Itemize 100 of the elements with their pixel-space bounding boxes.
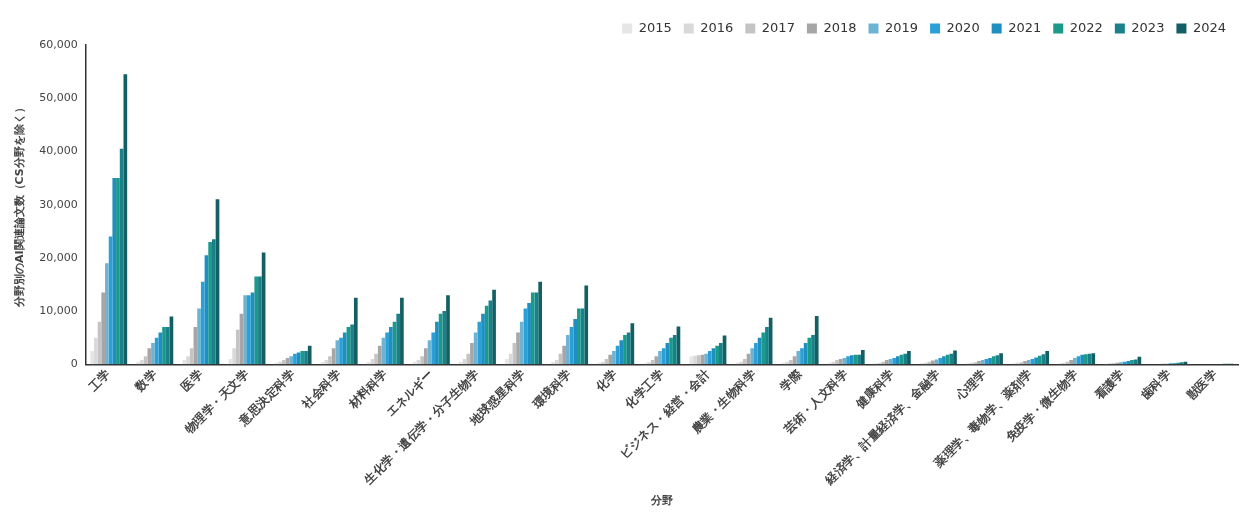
bar	[942, 356, 946, 365]
bar	[101, 292, 106, 365]
legend-label: 2022	[1069, 19, 1103, 35]
bar	[470, 343, 474, 365]
bar	[750, 348, 755, 365]
bar	[984, 358, 989, 365]
bar	[400, 297, 404, 365]
y-tick-label: 20,000	[39, 250, 78, 264]
bar	[307, 345, 312, 365]
x-tick-label: 歯科学	[1137, 366, 1174, 403]
legend-label: 2023	[1131, 19, 1165, 35]
bar	[1034, 357, 1038, 365]
legend-label: 2019	[885, 19, 919, 35]
bar	[1037, 355, 1042, 365]
bar	[999, 353, 1003, 365]
bar	[505, 358, 509, 365]
legend-label: 2021	[1008, 19, 1042, 35]
bar	[661, 348, 666, 365]
bar	[623, 335, 627, 365]
y-axis-title: 分野別のAI関連論文数（CS分野を除く）	[13, 102, 27, 309]
bar	[538, 281, 542, 365]
bar	[1026, 360, 1031, 365]
bar	[442, 311, 447, 365]
bar	[903, 353, 908, 365]
bar	[892, 357, 896, 365]
x-tick-label: 学際	[777, 366, 806, 394]
bar	[696, 355, 701, 365]
bar	[90, 351, 94, 365]
bar	[707, 351, 712, 365]
bar	[1179, 362, 1184, 365]
bar	[140, 360, 144, 365]
legend-label: 2020	[946, 19, 980, 35]
legend-label: 2018	[823, 19, 857, 35]
bar	[1130, 360, 1134, 365]
x-tick-label: 化学	[592, 366, 621, 395]
bar	[424, 348, 428, 365]
bar	[508, 353, 513, 365]
bar	[977, 361, 981, 365]
bar	[577, 308, 581, 365]
bar	[693, 355, 697, 365]
bar	[331, 348, 336, 365]
bar	[197, 308, 201, 365]
y-tick-label: 30,000	[39, 197, 78, 211]
x-tick-label: 獣医学	[1183, 366, 1220, 403]
bar	[189, 348, 194, 365]
bar	[988, 357, 992, 365]
bar	[554, 360, 559, 365]
bar	[165, 327, 170, 365]
bar	[182, 360, 187, 365]
bar	[342, 332, 347, 365]
bar	[949, 353, 954, 365]
bar	[654, 356, 659, 365]
bar	[243, 295, 248, 365]
bar	[565, 335, 570, 365]
bar	[742, 358, 747, 365]
bar	[849, 355, 854, 365]
x-tick-label: 心理学	[952, 366, 989, 403]
bar	[300, 351, 305, 365]
bar	[519, 321, 524, 365]
bar	[304, 351, 308, 365]
bar	[761, 332, 766, 365]
bar	[350, 324, 354, 365]
bar	[396, 313, 401, 365]
bar	[1084, 354, 1088, 365]
bar	[647, 362, 651, 365]
x-tick-label: 医学	[178, 366, 206, 394]
x-tick-label: 社会科学	[298, 366, 344, 412]
bar	[811, 335, 815, 365]
bar	[612, 351, 616, 365]
bar	[154, 337, 159, 365]
bar	[235, 329, 240, 365]
bar	[147, 348, 152, 365]
bar	[672, 335, 677, 365]
bar	[991, 356, 996, 365]
bar	[814, 315, 819, 365]
bar	[420, 356, 425, 365]
bar	[435, 321, 439, 365]
bar	[105, 263, 109, 365]
bar	[619, 340, 624, 365]
x-tick-label: 看護学	[1091, 366, 1128, 403]
bar	[385, 332, 389, 365]
bar	[1072, 357, 1077, 365]
bar	[208, 241, 212, 365]
bar	[1045, 351, 1050, 365]
bar	[211, 239, 216, 365]
bar	[1119, 362, 1123, 365]
bar	[715, 345, 719, 365]
bar	[232, 348, 236, 365]
bar	[1080, 354, 1085, 365]
bar	[431, 332, 436, 365]
bar	[658, 351, 662, 365]
bar	[938, 357, 943, 365]
bar	[258, 276, 262, 365]
bar	[162, 327, 166, 365]
bar	[800, 348, 804, 365]
bar	[112, 178, 117, 365]
bar	[247, 295, 251, 365]
x-tick-label: 環境科学	[529, 366, 574, 412]
bar	[151, 343, 155, 365]
bar	[754, 343, 758, 365]
